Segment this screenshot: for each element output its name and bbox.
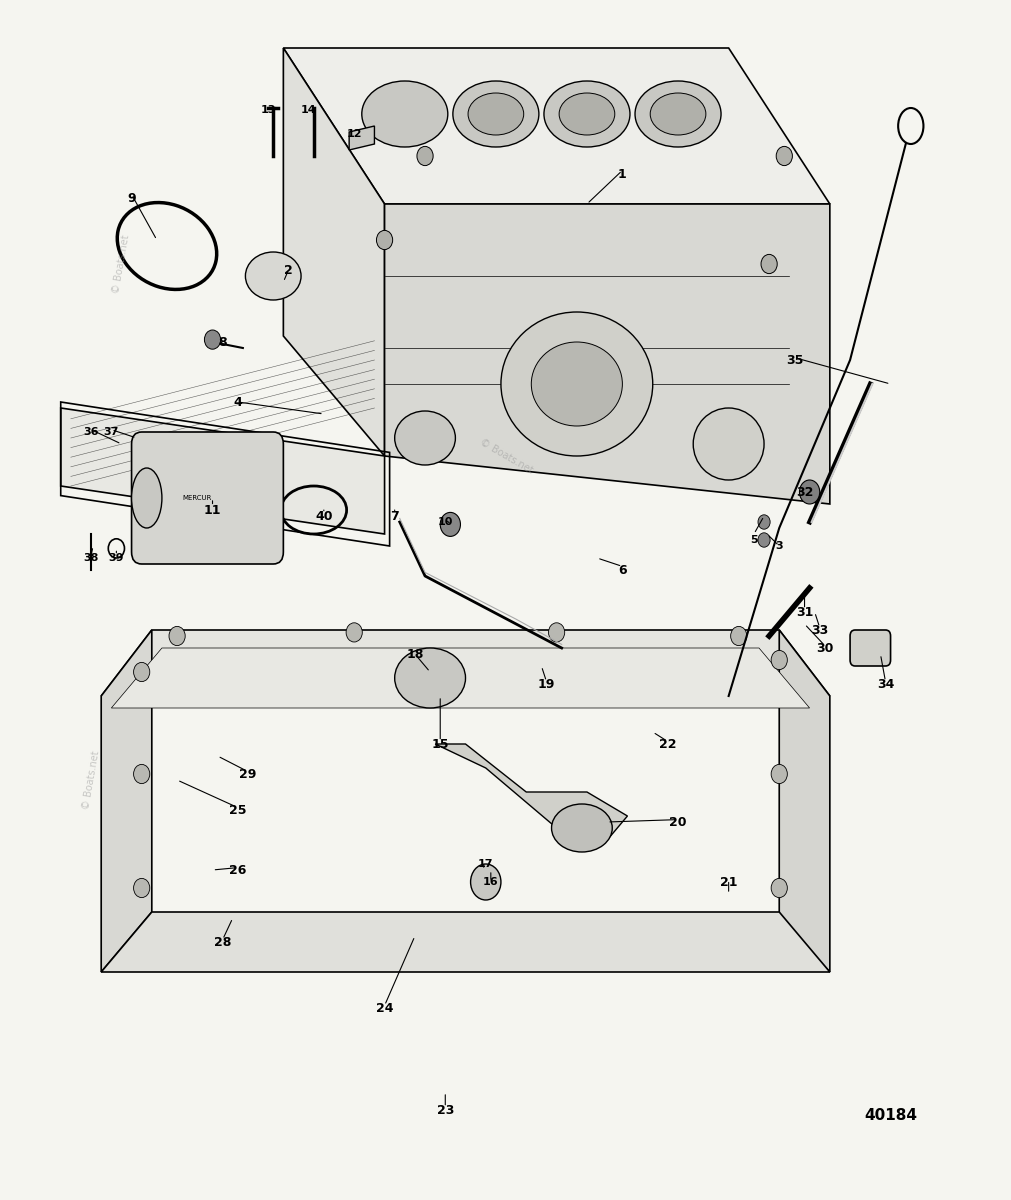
Polygon shape bbox=[111, 648, 809, 708]
Ellipse shape bbox=[452, 80, 538, 146]
Text: 32: 32 bbox=[795, 486, 813, 498]
Ellipse shape bbox=[131, 468, 162, 528]
Text: 11: 11 bbox=[203, 504, 221, 516]
Text: 40: 40 bbox=[314, 510, 333, 522]
Text: 10: 10 bbox=[437, 517, 453, 527]
Text: 34: 34 bbox=[876, 678, 894, 690]
Text: 24: 24 bbox=[375, 1002, 393, 1014]
Text: 37: 37 bbox=[103, 427, 119, 437]
Polygon shape bbox=[778, 630, 829, 972]
Text: 8: 8 bbox=[218, 336, 226, 348]
Circle shape bbox=[169, 626, 185, 646]
FancyBboxPatch shape bbox=[849, 630, 890, 666]
Text: 29: 29 bbox=[239, 768, 257, 780]
Text: © Boats.net: © Boats.net bbox=[81, 750, 101, 810]
Ellipse shape bbox=[693, 408, 763, 480]
Polygon shape bbox=[101, 630, 829, 696]
Text: 2: 2 bbox=[284, 264, 292, 276]
Text: 20: 20 bbox=[668, 816, 686, 828]
Text: 15: 15 bbox=[431, 738, 449, 750]
Ellipse shape bbox=[467, 92, 524, 134]
Text: 26: 26 bbox=[228, 864, 247, 876]
Ellipse shape bbox=[394, 648, 465, 708]
Text: 1: 1 bbox=[618, 168, 626, 180]
Circle shape bbox=[133, 662, 150, 682]
Circle shape bbox=[204, 330, 220, 349]
Polygon shape bbox=[349, 126, 374, 150]
Polygon shape bbox=[101, 630, 152, 972]
Polygon shape bbox=[283, 48, 829, 204]
Polygon shape bbox=[101, 912, 829, 972]
Ellipse shape bbox=[649, 92, 706, 134]
Circle shape bbox=[133, 878, 150, 898]
Circle shape bbox=[770, 764, 787, 784]
Text: MERCUR: MERCUR bbox=[182, 494, 212, 502]
Circle shape bbox=[775, 146, 792, 166]
Text: 5: 5 bbox=[749, 535, 757, 545]
Text: 22: 22 bbox=[658, 738, 676, 750]
Ellipse shape bbox=[551, 804, 612, 852]
Text: 12: 12 bbox=[346, 130, 362, 139]
Text: 35: 35 bbox=[785, 354, 803, 366]
Text: 19: 19 bbox=[537, 678, 555, 690]
Circle shape bbox=[346, 623, 362, 642]
Polygon shape bbox=[435, 744, 627, 840]
Ellipse shape bbox=[543, 80, 629, 146]
Polygon shape bbox=[384, 204, 829, 504]
Circle shape bbox=[548, 623, 564, 642]
Text: 23: 23 bbox=[436, 1104, 454, 1116]
FancyBboxPatch shape bbox=[131, 432, 283, 564]
Ellipse shape bbox=[558, 92, 615, 134]
Circle shape bbox=[799, 480, 819, 504]
Text: © Boats.net: © Boats.net bbox=[477, 437, 534, 475]
Text: 13: 13 bbox=[260, 106, 276, 115]
Text: 14: 14 bbox=[300, 106, 316, 115]
Ellipse shape bbox=[531, 342, 622, 426]
Circle shape bbox=[417, 146, 433, 166]
Circle shape bbox=[770, 650, 787, 670]
Ellipse shape bbox=[500, 312, 652, 456]
Polygon shape bbox=[283, 48, 384, 456]
Circle shape bbox=[133, 764, 150, 784]
Text: 6: 6 bbox=[618, 564, 626, 576]
Text: 7: 7 bbox=[390, 510, 398, 522]
Text: 16: 16 bbox=[482, 877, 498, 887]
Text: 38: 38 bbox=[83, 553, 99, 563]
Ellipse shape bbox=[362, 80, 447, 146]
Text: 21: 21 bbox=[719, 876, 737, 888]
Text: 31: 31 bbox=[795, 606, 813, 618]
Text: 25: 25 bbox=[228, 804, 247, 816]
Text: 30: 30 bbox=[815, 642, 833, 654]
Text: 39: 39 bbox=[108, 553, 124, 563]
Text: 9: 9 bbox=[127, 192, 135, 204]
Ellipse shape bbox=[394, 410, 455, 464]
Text: 3: 3 bbox=[774, 541, 783, 551]
Circle shape bbox=[757, 515, 769, 529]
Text: 18: 18 bbox=[405, 648, 424, 660]
Text: 36: 36 bbox=[83, 427, 99, 437]
Text: 17: 17 bbox=[477, 859, 493, 869]
Text: © Boats.net: © Boats.net bbox=[111, 234, 131, 294]
Text: 28: 28 bbox=[213, 936, 232, 948]
Circle shape bbox=[770, 878, 787, 898]
Circle shape bbox=[757, 533, 769, 547]
Circle shape bbox=[730, 626, 746, 646]
Circle shape bbox=[440, 512, 460, 536]
Circle shape bbox=[376, 230, 392, 250]
Circle shape bbox=[760, 254, 776, 274]
Ellipse shape bbox=[245, 252, 301, 300]
Text: 40184: 40184 bbox=[863, 1109, 916, 1123]
Text: 33: 33 bbox=[810, 624, 828, 636]
Ellipse shape bbox=[634, 80, 720, 146]
Text: 4: 4 bbox=[234, 396, 242, 408]
Circle shape bbox=[470, 864, 500, 900]
Polygon shape bbox=[61, 408, 384, 534]
